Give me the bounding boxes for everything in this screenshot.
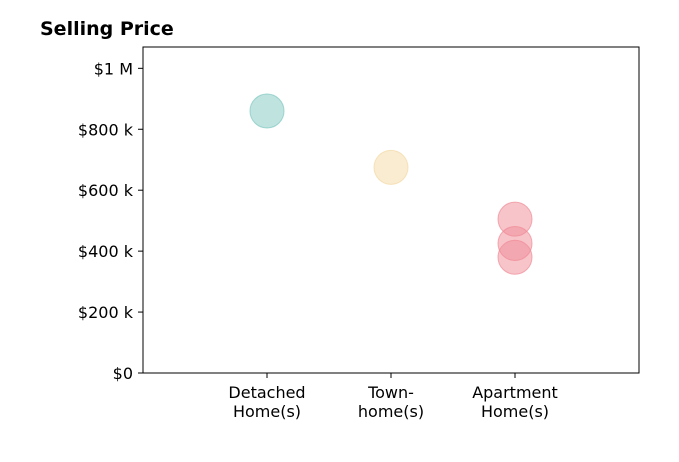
- data-point: [249, 93, 285, 129]
- y-tick-label: $1 M: [94, 59, 133, 78]
- data-points: [249, 93, 533, 275]
- y-tick-label: $400 k: [78, 242, 134, 261]
- y-tick-label: $200 k: [78, 303, 134, 322]
- x-axis: Detached Home(s) Town-home(s) Apartment Home…: [228, 373, 558, 421]
- y-tick-label: $600 k: [78, 181, 134, 200]
- data-point: [373, 149, 409, 185]
- plot-area-frame: [142, 46, 640, 374]
- y-tick-label: $800 k: [78, 120, 134, 139]
- x-tick-label: Apartment Home(s): [472, 383, 558, 421]
- x-tick-label: Town-home(s): [358, 383, 424, 421]
- y-tick-label: $0: [113, 364, 133, 383]
- data-point: [497, 239, 533, 275]
- y-axis: $0 $200 k $400 k $600 k $800 k $1 M: [78, 59, 143, 383]
- x-tick-label: Detached Home(s): [228, 383, 305, 421]
- chart-title: Selling Price: [40, 18, 174, 40]
